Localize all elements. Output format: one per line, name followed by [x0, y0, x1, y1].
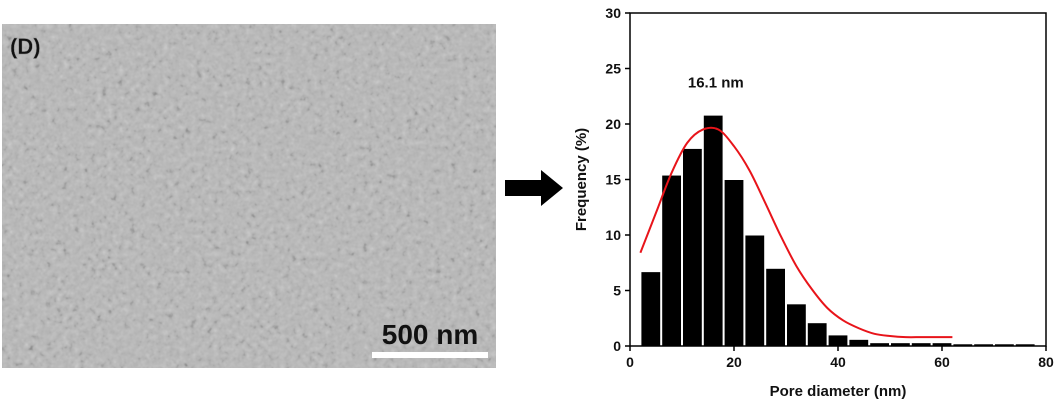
scale-bar	[372, 352, 488, 358]
histogram-bar	[827, 334, 849, 347]
histogram-bar	[682, 147, 703, 347]
y-tick-label: 0	[613, 338, 621, 354]
pore-size-histogram: 0 20 40 60 80 0 5 10 15 20 25 30 16.1 nm Pore diame…	[573, 5, 1054, 400]
histogram-bar	[806, 322, 828, 347]
y-tick-label: 25	[605, 61, 621, 77]
x-tick-label: 40	[830, 354, 846, 370]
panel-label: (D)	[10, 34, 41, 59]
peak-annotation: 16.1 nm	[688, 74, 744, 91]
histogram-bars	[640, 114, 1036, 347]
histogram-bar	[702, 114, 724, 347]
fit-curve	[639, 126, 953, 339]
histogram-bar	[786, 303, 807, 347]
axes: 0 20 40 60 80 0 5 10 15 20 25 30	[605, 5, 1054, 370]
y-axis-label: Frequency (%)	[573, 128, 590, 231]
right-arrow-icon	[505, 170, 563, 206]
histogram-bar	[848, 338, 870, 347]
x-tick-label: 60	[934, 354, 950, 370]
x-tick-label: 0	[626, 354, 634, 370]
y-tick-label: 15	[605, 172, 621, 188]
histogram-bar	[765, 267, 786, 347]
histogram-bar	[744, 234, 766, 347]
y-tick-label: 5	[613, 283, 621, 299]
x-tick-label: 20	[726, 354, 742, 370]
scale-bar-text: 500 nm	[382, 319, 479, 350]
y-tick-label: 20	[605, 116, 621, 132]
x-axis-label: Pore diameter (nm)	[770, 383, 907, 400]
x-tick-label: 80	[1038, 354, 1054, 370]
y-tick-label: 30	[605, 5, 621, 21]
histogram-bar	[661, 174, 682, 347]
sem-micrograph: (D) 500 nm	[2, 24, 496, 368]
y-tick-label: 10	[605, 227, 621, 243]
histogram-bar	[723, 179, 745, 347]
histogram-bar	[640, 271, 662, 347]
